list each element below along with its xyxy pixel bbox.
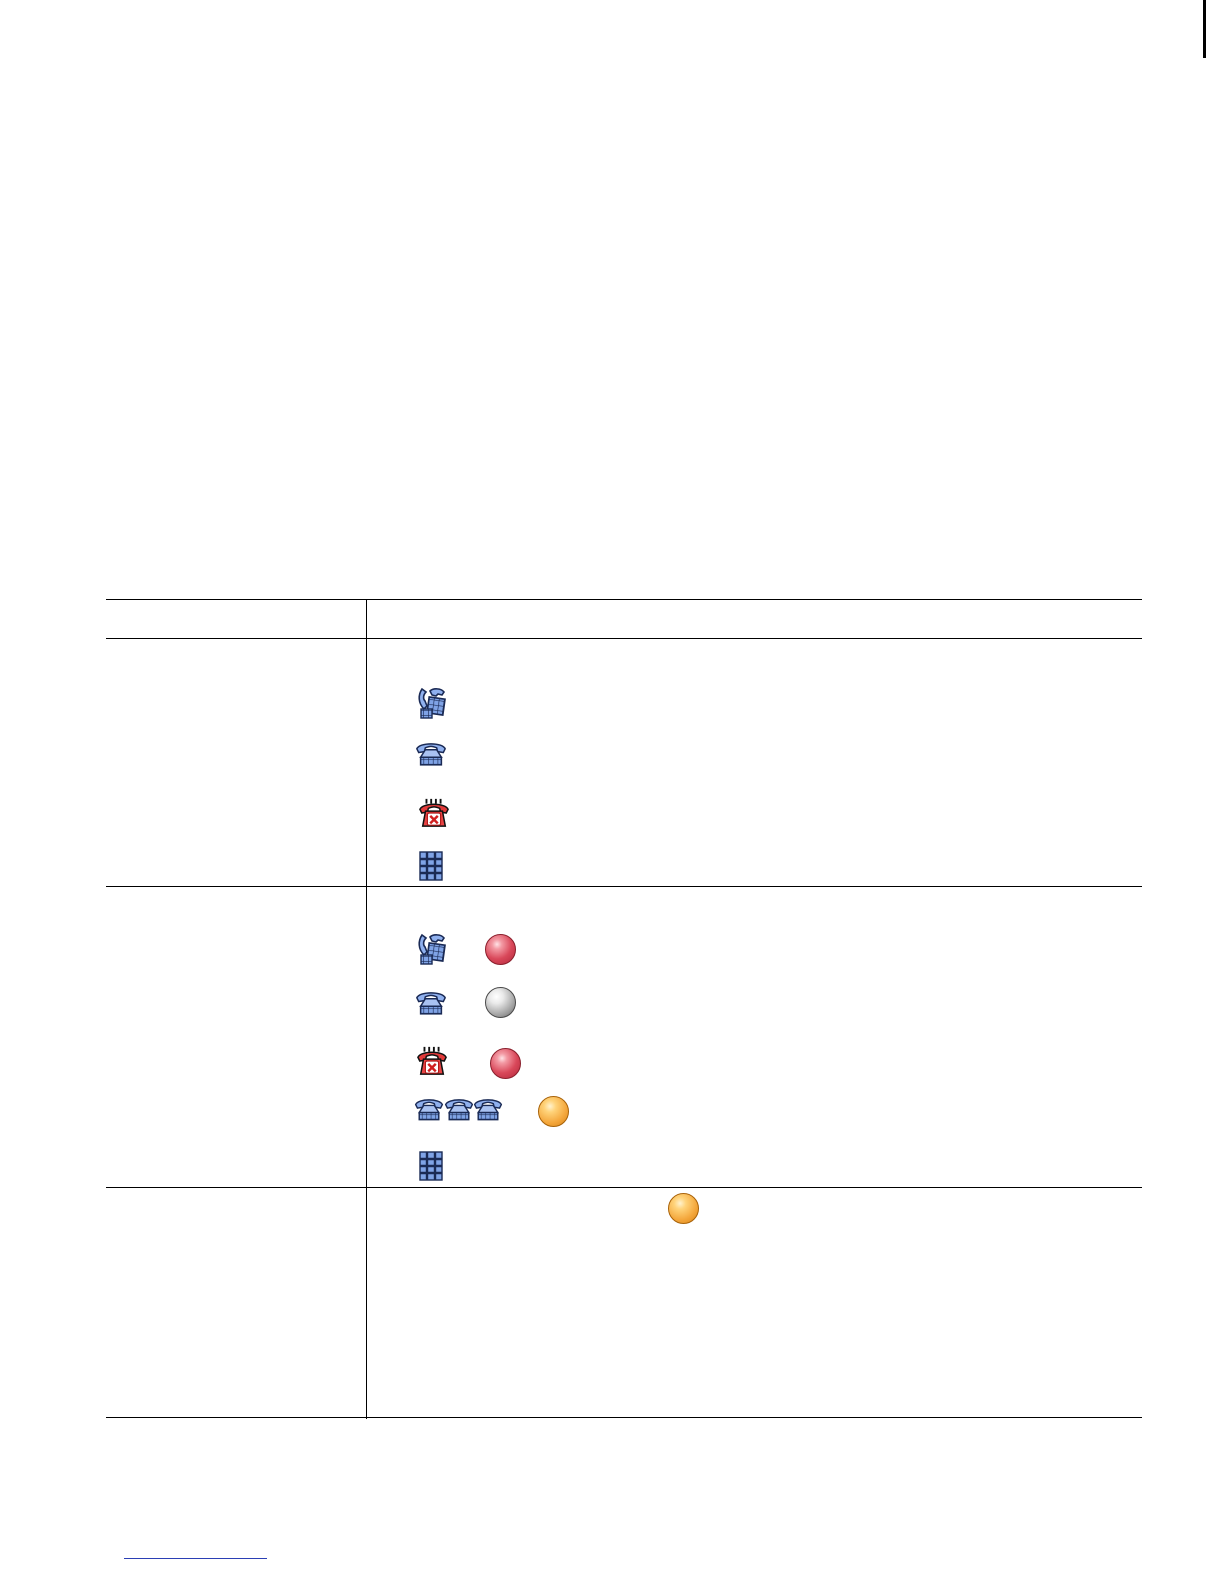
- red-status-dot: [485, 934, 516, 965]
- status-table: [106, 599, 1142, 1419]
- phone-icon: [414, 740, 448, 767]
- table-header-rule: [106, 638, 1142, 639]
- shared-line-phone-icon: [413, 931, 449, 967]
- table-row-divider: [106, 886, 1142, 887]
- table-column-divider: [366, 599, 367, 1419]
- footer-link-underline[interactable]: [124, 1558, 267, 1559]
- red-status-dot: [490, 1048, 521, 1079]
- shared-line-phone-icon: [413, 685, 449, 721]
- gray-status-dot: [485, 987, 516, 1018]
- keypad-grid-icon: [419, 1151, 443, 1181]
- amber-status-dot: [668, 1193, 699, 1224]
- dnd-phone-icon: [417, 797, 451, 829]
- table-top-rule: [106, 599, 1142, 600]
- multiple-phones-icon: [413, 1094, 445, 1124]
- keypad-grid-icon: [419, 851, 443, 881]
- page-edge-mark: [1203, 0, 1206, 58]
- dnd-phone-icon: [415, 1045, 449, 1077]
- multiple-phones-icon: [472, 1094, 504, 1124]
- multiple-phones-icon: [443, 1094, 475, 1124]
- phone-icon: [414, 989, 448, 1016]
- table-row-divider: [106, 1187, 1142, 1188]
- table-bottom-rule: [106, 1417, 1142, 1418]
- amber-status-dot: [538, 1096, 569, 1127]
